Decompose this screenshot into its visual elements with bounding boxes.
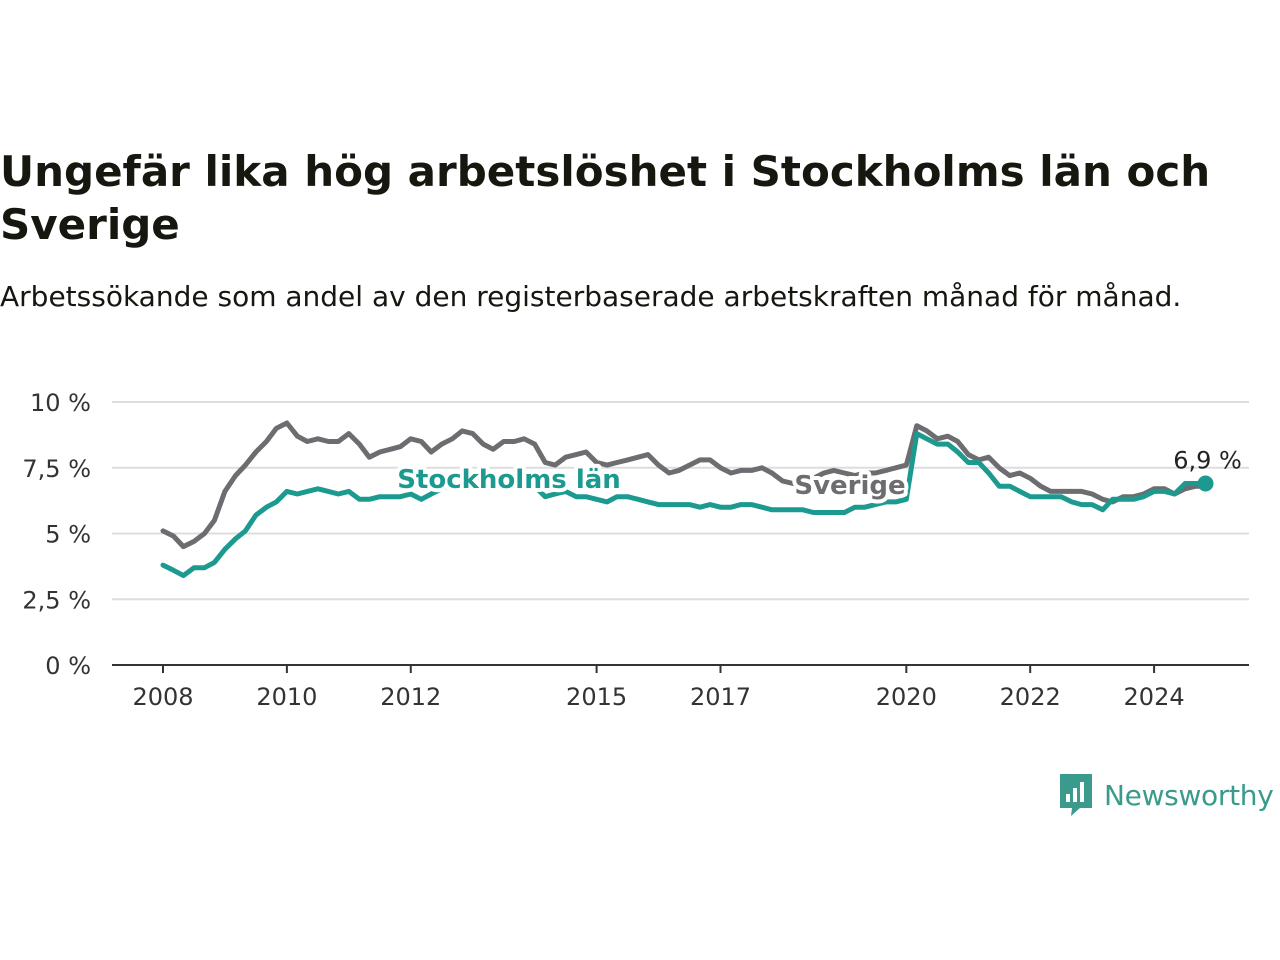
x-tick-label: 2010 bbox=[256, 683, 317, 711]
chart-title: Ungefär lika hög arbetslöshet i Stockhol… bbox=[0, 147, 1211, 249]
newsworthy-logo-icon bbox=[1060, 774, 1092, 816]
brand-name: Newsworthy bbox=[1104, 778, 1274, 812]
newsworthy-brand: Newsworthy bbox=[1058, 772, 1274, 818]
grid-lines bbox=[112, 401, 1249, 601]
chart-subtitle: Arbetssökande som andel av den registerb… bbox=[0, 280, 1182, 313]
series-label-sverige-halo: Sverige bbox=[794, 471, 905, 501]
end-value-label: 6,9 % bbox=[1173, 447, 1242, 475]
series-line-sverige bbox=[160, 420, 1208, 550]
x-tick-label: 2015 bbox=[566, 683, 627, 711]
series-label-stockholms-lan: Stockholms län bbox=[397, 465, 621, 495]
y-tick-label: 0 % bbox=[45, 652, 91, 680]
series-lines bbox=[160, 420, 1214, 579]
x-tick-label: 2022 bbox=[1000, 683, 1061, 711]
y-tick-label: 5 % bbox=[45, 521, 91, 549]
end-point-marker bbox=[1197, 475, 1214, 492]
y-axis-tick-labels: 0 % 2,5 % 5 % 7,5 % 10 % bbox=[22, 389, 91, 680]
x-axis-tick-labels: 2008 2010 2012 2015 2017 2020 2022 2024 bbox=[132, 665, 1185, 711]
x-tick-label: 2012 bbox=[380, 683, 441, 711]
series-label-sverige: Sverige bbox=[794, 471, 905, 501]
x-tick-label: 2017 bbox=[690, 683, 751, 711]
y-tick-label: 2,5 % bbox=[22, 586, 91, 614]
series-line-stockholms-lan bbox=[160, 431, 1208, 579]
y-tick-label: 10 % bbox=[30, 389, 91, 417]
x-tick-label: 2020 bbox=[876, 683, 937, 711]
x-tick-label: 2024 bbox=[1124, 683, 1185, 711]
x-tick-label: 2008 bbox=[132, 683, 193, 711]
y-tick-label: 7,5 % bbox=[22, 455, 91, 483]
series-label-stockholms-lan-halo: Stockholms län bbox=[397, 465, 621, 495]
